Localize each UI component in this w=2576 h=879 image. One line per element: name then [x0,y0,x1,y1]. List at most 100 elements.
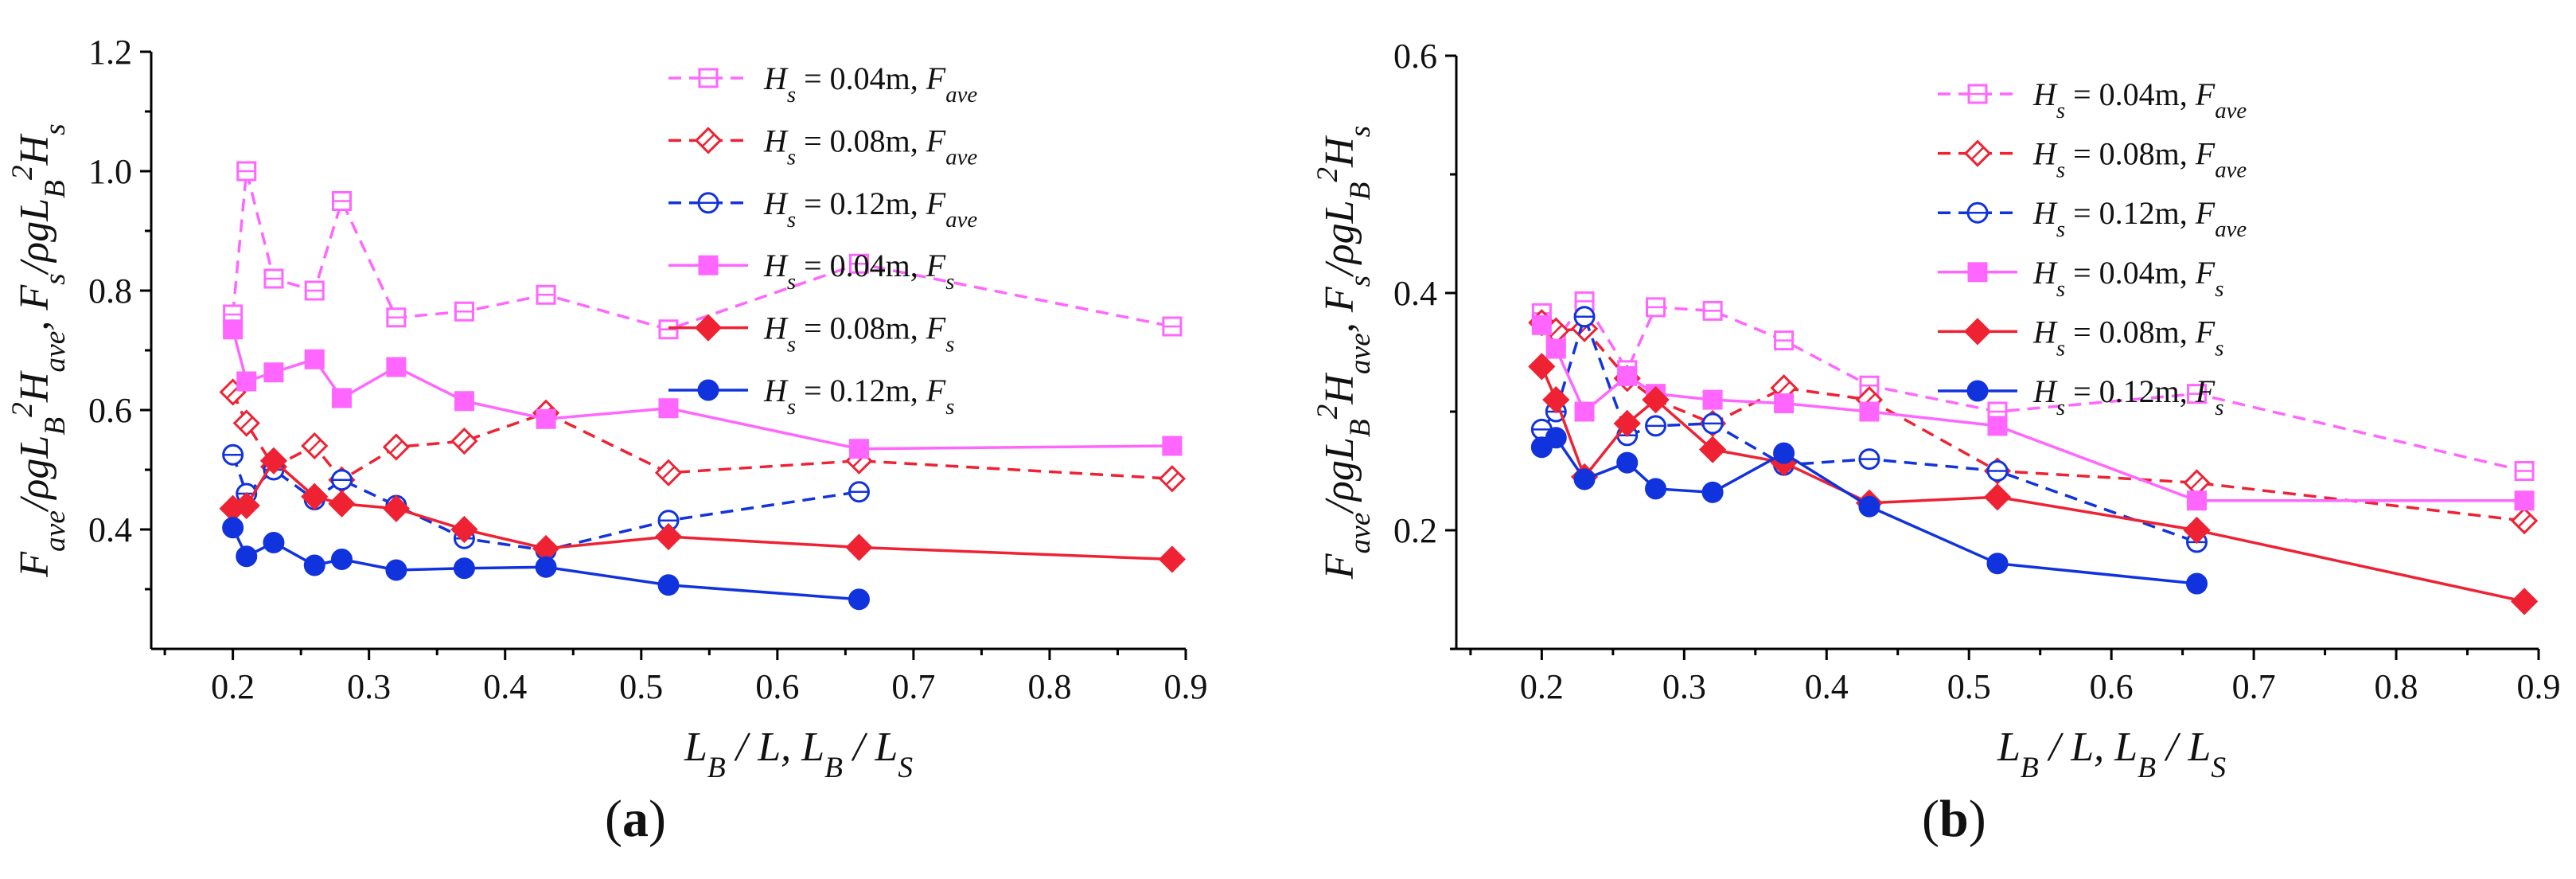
legend-entry: Hs = 0.12m, Fave [763,186,977,232]
legend-marker [1966,380,1989,402]
data-point [1616,451,1639,474]
legend-marker [694,314,723,342]
data-point [222,517,244,539]
legend-marker [698,255,719,275]
data-point [1162,436,1183,456]
data-point [1542,385,1570,414]
y-axis-title: Fave/ρgLB2Have, Fs/ρgLB2Hs [1311,126,1377,580]
y-tick-label: 0.4 [88,510,132,549]
data-point [304,349,325,369]
y-tick-label: 0.2 [1393,511,1437,550]
data-point [1698,436,1727,463]
panel-label: (a) [605,790,666,848]
legend-entry: Hs = 0.12m, Fs [763,373,954,420]
data-point-bar [2517,514,2531,528]
data-point-bar [307,439,322,453]
legend-entry: Hs = 0.12m, Fs [2032,373,2223,420]
data-point [328,490,356,518]
legend-marker-bar [701,134,715,147]
series-line-2 [1541,312,2198,544]
data-point [2186,572,2208,595]
data-point [1642,385,1670,414]
data-point [2514,490,2535,511]
data-point [330,549,353,570]
data-point [1702,389,1723,410]
x-tick-label: 0.4 [1805,667,1849,706]
legend-marker [1963,318,1992,346]
series-line-3 [1540,324,2525,502]
data-point [536,408,556,429]
data-point [1158,545,1187,573]
data-point [236,371,257,392]
data-point [1617,365,1638,386]
legend-marker [1967,262,1988,283]
data-point [259,447,288,475]
y-tick-label: 1.2 [88,33,132,72]
data-point [1774,393,1795,414]
series-line-1 [232,391,1172,482]
data-point-bar [1777,381,1791,395]
chart-panel-b: 0.2 0.3 0.4 0.5 0.6 0.7 0.8 0.9 0.2 0.4 0.6 Hs = 0.… [1311,37,2561,848]
series-line-5 [1541,436,2197,585]
legend-entry: Hs = 0.04m, Fave [2032,76,2247,123]
x-tick-label: 0.5 [619,667,663,706]
data-point [1613,409,1641,438]
x-tick-label: 0.9 [1164,667,1208,706]
data-point [454,391,474,412]
data-point [2510,588,2539,615]
x-tick-label: 0.6 [2090,667,2134,706]
x-tick-label: 0.4 [483,667,527,706]
y-tick-label: 0.6 [1393,37,1437,76]
data-point [1574,401,1595,422]
legend-entry: Hs = 0.04m, Fs [763,248,954,295]
x-tick-label: 0.3 [1662,667,1706,706]
data-point-bar [389,440,403,454]
data-point-bar [661,466,676,480]
x-tick-label: 0.8 [2375,667,2418,706]
x-tick-label: 0.6 [755,667,799,706]
data-point [658,398,679,419]
chart-panel-a: 0.2 0.3 0.4 0.5 0.6 0.7 0.8 0.9 0.4 0.6 0.8 1.0 1.2 H… [6,33,1208,848]
data-point [1645,478,1667,500]
legend-entry: Hs = 0.04m, Fs [2032,255,2223,302]
data-point [385,559,407,581]
x-tick-label: 0.2 [1520,667,1564,706]
x-axis-title: LB / L, LB / LS [684,725,913,784]
data-point [236,545,258,568]
data-point [232,491,260,520]
data-point [845,533,873,561]
data-point [1573,468,1596,490]
data-point [1531,314,1552,335]
legend-entry: Hs = 0.08m, Fs [2032,314,2223,361]
legend-marker-bar [1970,146,1985,160]
data-point-bar [1549,324,1563,338]
legend-marker [697,379,719,401]
data-point [1858,495,1880,518]
x-tick-label: 0.7 [891,667,935,706]
legend-entry: Hs = 0.04m, Fave [763,61,977,107]
series-line-2 [231,454,859,553]
legend-entry: Hs = 0.08m, Fave [2032,136,2247,183]
y-tick-label: 0.4 [1393,274,1437,313]
y-tick-label: 0.6 [88,391,132,430]
data-point [657,574,680,596]
y-tick-label: 0.8 [88,272,132,311]
data-point [1545,427,1567,449]
x-tick-label: 0.8 [1027,667,1071,706]
data-point [535,556,557,578]
data-point [848,439,869,459]
data-point [1983,483,2012,511]
data-point [1701,481,1724,503]
data-point [450,515,478,544]
x-tick-label: 0.3 [347,667,391,706]
data-point [2183,516,2211,545]
data-point [1773,442,1795,464]
data-point [303,554,325,576]
legend-entry: Hs = 0.08m, Fs [763,311,954,357]
x-axis-title: LB / L, LB / LS [1997,725,2226,784]
data-point [301,482,329,510]
data-point [382,494,411,522]
data-point [263,362,284,383]
legend-entry: Hs = 0.12m, Fave [2032,195,2247,242]
